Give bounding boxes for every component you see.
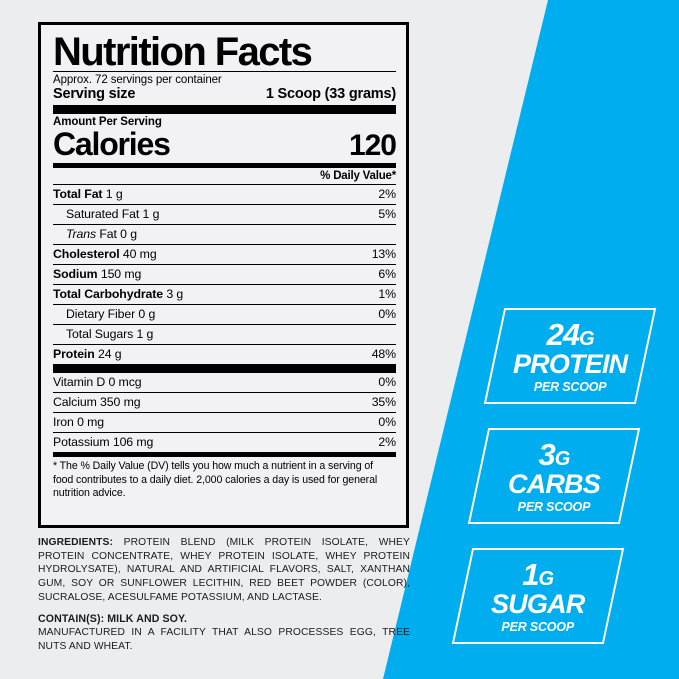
micronutrient-rows-group: Vitamin D 0 mcg 0% Calcium 350 mg 35% Iron 0… bbox=[53, 373, 396, 452]
nutrient-daily-value: 0% bbox=[378, 307, 396, 322]
badge-protein-amount: 24G bbox=[546, 316, 594, 352]
nutrition-facts-panel: Nutrition Facts Approx. 72 servings per … bbox=[38, 22, 409, 528]
nutrient-rows-group: Total Fat 1 g 2% Saturated Fat 1 g 5% Trans … bbox=[53, 183, 396, 364]
divider-thick-bottom bbox=[53, 363, 396, 373]
blue-panel-shape bbox=[383, 0, 679, 679]
badge-carbs-content: 3G CARBS PER SCOOP bbox=[507, 436, 600, 514]
table-row: Protein 24 g 48% bbox=[53, 343, 396, 364]
ingredients-heading: INGREDIENTS: bbox=[38, 537, 113, 548]
daily-value-footnote: * The % Daily Value (DV) tells you how m… bbox=[53, 459, 378, 500]
table-row: Dietary Fiber 0 g 0% bbox=[53, 303, 396, 324]
nutrient-name: Total Sugars 1 g bbox=[66, 327, 154, 342]
nutrient-name: Trans Fat 0 g bbox=[66, 227, 137, 242]
nutrient-name: Sodium 150 mg bbox=[53, 267, 142, 282]
badge-sugar-amount: 1G bbox=[522, 556, 554, 592]
badge-protein-name: PROTEIN bbox=[512, 348, 628, 379]
badge-protein-content: 24G PROTEIN PER SCOOP bbox=[512, 316, 628, 394]
badge-carbs-name: CARBS bbox=[507, 468, 600, 499]
daily-value-header: % Daily Value* bbox=[320, 169, 396, 182]
divider-after-calories bbox=[53, 162, 396, 168]
table-row: Calcium 350 mg 35% bbox=[53, 391, 396, 412]
badge-carbs-unit: G bbox=[554, 447, 570, 470]
nutrient-name: Saturated Fat 1 g bbox=[66, 207, 160, 222]
nutrient-daily-value: 6% bbox=[378, 267, 396, 282]
badge-carbs-sub: PER SCOOP bbox=[517, 499, 591, 514]
badge-carbs-amount: 3G bbox=[538, 436, 570, 472]
table-row: Sodium 150 mg 6% bbox=[53, 263, 396, 284]
ingredients-block: INGREDIENTS: PROTEIN BLEND (MILK PROTEIN… bbox=[38, 536, 410, 654]
table-row: Cholesterol 40 mg 13% bbox=[53, 243, 396, 264]
serving-size-value: 1 Scoop (33 grams) bbox=[265, 86, 396, 103]
nutrient-name: Iron 0 mg bbox=[53, 415, 105, 430]
facility-statement: MANUFACTURED IN A FACILITY THAT ALSO PRO… bbox=[38, 627, 410, 653]
nutrition-facts-title: Nutrition Facts bbox=[53, 30, 313, 74]
table-row: Vitamin D 0 mcg 0% bbox=[53, 373, 396, 392]
nutrient-name: Protein 24 g bbox=[53, 347, 122, 362]
table-row: Saturated Fat 1 g 5% bbox=[53, 203, 396, 224]
nutrient-name: Dietary Fiber 0 g bbox=[66, 307, 156, 322]
nutrient-daily-value: 5% bbox=[378, 207, 396, 222]
calories-value: 120 bbox=[348, 129, 397, 163]
nutrient-daily-value: 0% bbox=[378, 415, 396, 430]
nutrient-name: Cholesterol 40 mg bbox=[53, 247, 157, 262]
badge-sugar-content: 1G SUGAR PER SCOOP bbox=[491, 556, 585, 634]
table-row: Total Carbohydrate 3 g 1% bbox=[53, 283, 396, 304]
nutrient-daily-value: 2% bbox=[378, 187, 396, 202]
table-row: Potassium 106 mg 2% bbox=[53, 431, 396, 452]
badge-protein-sub: PER SCOOP bbox=[533, 379, 607, 394]
ingredients-paragraph: INGREDIENTS: PROTEIN BLEND (MILK PROTEIN… bbox=[38, 536, 410, 604]
badge-protein: 24G PROTEIN PER SCOOP bbox=[483, 308, 657, 404]
badge-carbs: 3G CARBS PER SCOOP bbox=[467, 428, 641, 524]
nutrient-daily-value: 13% bbox=[371, 247, 396, 262]
calories-label: Calories bbox=[53, 126, 171, 163]
nutrient-name: Vitamin D 0 mcg bbox=[53, 375, 142, 390]
servings-per-container: Approx. 72 servings per container bbox=[53, 74, 222, 87]
badge-sugar-name: SUGAR bbox=[491, 588, 585, 619]
table-row: Total Sugars 1 g bbox=[53, 323, 396, 344]
nutrient-name: Total Fat 1 g bbox=[53, 187, 123, 202]
badge-protein-unit: G bbox=[578, 327, 594, 350]
badge-sugar-sub: PER SCOOP bbox=[501, 619, 575, 634]
amount-per-serving-label: Amount Per Serving bbox=[53, 116, 162, 129]
nutrient-daily-value: 48% bbox=[371, 347, 396, 362]
ingredients-body: PROTEIN BLEND (MILK PROTEIN ISOLATE, WHE… bbox=[38, 537, 410, 603]
table-row: Total Fat 1 g 2% bbox=[53, 183, 396, 204]
nutrient-name: Total Carbohydrate 3 g bbox=[53, 287, 184, 302]
serving-size-row: Serving size 1 Scoop (33 grams) bbox=[53, 86, 396, 105]
nutrient-daily-value: 35% bbox=[371, 395, 396, 410]
nutrient-daily-value: 0% bbox=[378, 375, 396, 390]
badge-sugar: 1G SUGAR PER SCOOP bbox=[451, 548, 625, 644]
nutrient-name: Potassium 106 mg bbox=[53, 435, 154, 450]
serving-size-label: Serving size bbox=[53, 86, 136, 103]
nutrient-daily-value: 2% bbox=[378, 435, 396, 450]
divider-after-title bbox=[53, 71, 396, 73]
badge-sugar-unit: G bbox=[538, 567, 554, 590]
divider-before-footnote bbox=[53, 451, 396, 457]
calories-row: Calories 120 bbox=[53, 126, 397, 163]
divider-thick-top bbox=[53, 105, 396, 115]
contains-statement: CONTAIN(S): MILK AND SOY. bbox=[38, 613, 188, 626]
nutrient-daily-value: 1% bbox=[378, 287, 396, 302]
table-row: Iron 0 mg 0% bbox=[53, 411, 396, 432]
table-row: Trans Fat 0 g bbox=[53, 223, 396, 244]
nutrient-name: Calcium 350 mg bbox=[53, 395, 141, 410]
